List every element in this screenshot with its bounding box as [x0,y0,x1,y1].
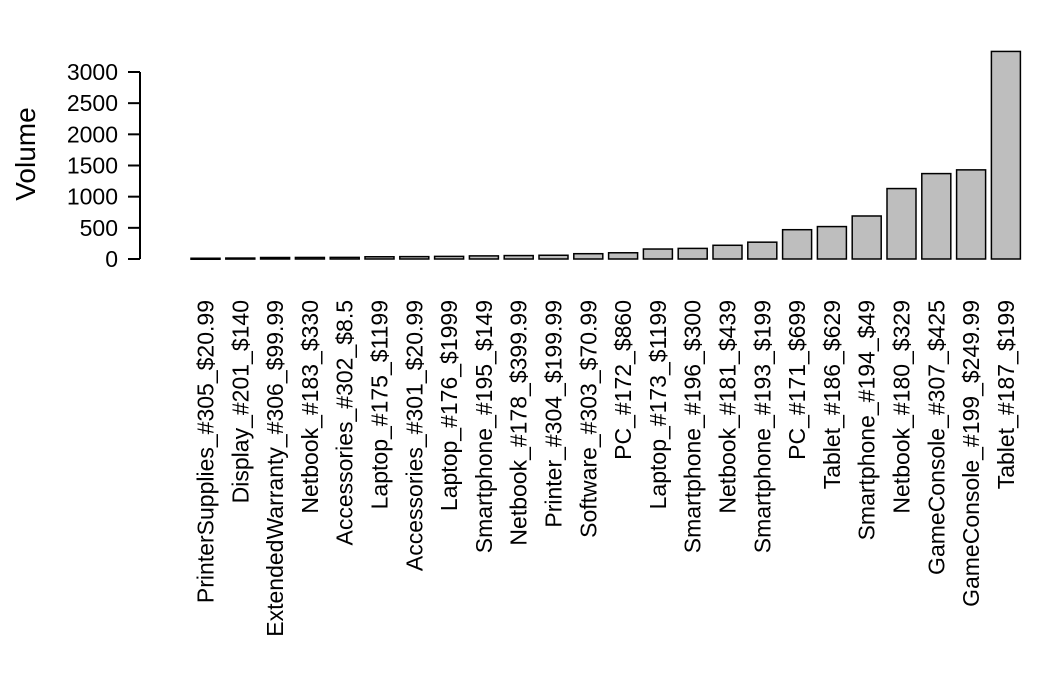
bar [642,248,674,260]
x-tick-label: Accessories_#302_$8.5 [332,300,358,546]
x-axis-labels: PrinterSupplies_#305_$20.99 Display_#201_… [193,300,1019,637]
x-tick-label: Accessories_#301_$20.99 [401,300,427,571]
x-tick-label: Smartphone_#193_$199 [749,300,775,553]
bar [747,241,778,260]
x-tick-label: GameConsole_#199_$249.99 [958,300,984,607]
x-tick-label: ExtendedWarranty_#306_$99.99 [262,300,288,637]
x-tick-label: Netbook_#178_$399.99 [506,300,532,546]
y-tick-label: 1500 [67,153,118,179]
bar [990,50,1022,260]
bar [190,257,221,261]
bar [538,254,569,260]
x-tick-label: Smartphone_#195_$149 [471,300,497,553]
x-tick-label: Tablet_#187_$199 [993,300,1019,489]
x-tick-label: Laptop_#173_$1199 [645,300,671,509]
x-tick-label: Tablet_#186_$629 [819,300,845,489]
x-tick-label: Netbook_#183_$330 [297,300,323,514]
x-tick-label: Smartphone_#196_$300 [680,300,706,553]
y-tick-label: 1000 [67,184,118,210]
bar [677,247,708,260]
x-tick-label: GameConsole_#307_$425 [923,300,949,575]
x-tick-label: Laptop_#175_$1199 [367,300,393,509]
bar [294,256,326,260]
bar [712,244,743,260]
bar [503,254,534,260]
bar [781,228,813,260]
y-axis-title: Volume [10,107,41,200]
bars-group [190,50,1022,261]
y-tick-label: 2500 [67,90,118,116]
y-axis: 0 500 1000 1500 2000 2500 3000 [67,59,141,272]
x-tick-label: PC_#171_$699 [784,300,810,460]
x-tick-label: PrinterSupplies_#305_$20.99 [193,300,219,603]
bar [225,257,256,260]
x-tick-label: Printer_#304_$199.99 [541,300,567,528]
bar [816,225,848,260]
bar [329,256,360,260]
x-tick-label: Software_#303_$70.99 [575,300,601,538]
bar [364,256,395,260]
y-tick-label: 3000 [67,59,118,85]
bar [955,169,987,260]
bar [573,252,604,260]
bar [433,255,465,260]
y-tick-label: 500 [80,215,118,241]
bar [468,255,500,260]
x-tick-label: Netbook_#181_$439 [715,300,741,514]
y-tick-label: 0 [105,246,118,272]
x-tick-label: PC_#172_$860 [610,300,636,460]
bar [399,255,430,260]
bar [851,215,882,260]
bar [921,172,952,260]
bar [607,252,639,260]
y-tick-label: 2000 [67,121,118,147]
x-tick-label: Netbook_#180_$329 [889,300,915,514]
x-tick-label: Laptop_#176_$1999 [436,300,462,511]
bar [886,187,917,260]
bar [259,256,291,260]
x-tick-label: Display_#201_$140 [227,300,253,503]
x-tick-label: Smartphone_#194_$49 [854,300,880,540]
